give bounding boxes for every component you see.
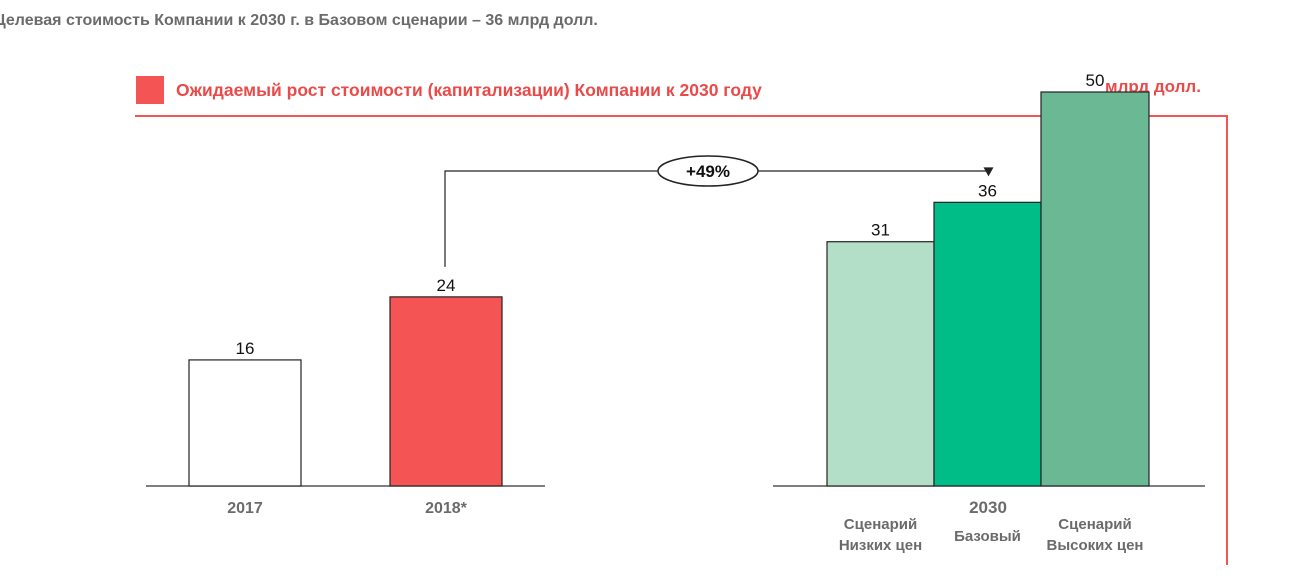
scenario-label-3-line-2: Высоких цен bbox=[1046, 537, 1143, 554]
bar-2-2 bbox=[933, 201, 1042, 487]
value-label-1-2: 24 bbox=[437, 276, 456, 295]
scenario-label-1-line-2: Низких цен bbox=[839, 537, 922, 554]
bar-1-2 bbox=[389, 296, 503, 487]
value-label-2-2: 36 bbox=[978, 181, 997, 200]
scenario-label-1-line-1: Сценарий bbox=[844, 516, 917, 533]
value-label-1-1: 16 bbox=[236, 339, 255, 358]
scenario-label-2-line-1: Базовый bbox=[954, 528, 1021, 545]
category-label-1: 2017 bbox=[227, 500, 263, 517]
frame-top-border bbox=[135, 115, 1228, 117]
growth-label: +49% bbox=[686, 162, 730, 181]
bar-2-1 bbox=[826, 241, 935, 487]
value-label-2-3: 50 bbox=[1086, 71, 1105, 90]
unit-label: млрд долл. bbox=[1105, 77, 1201, 96]
frame-right-border bbox=[1226, 115, 1228, 565]
page-heading: Целевая стоимость Компании к 2030 г. в Б… bbox=[0, 12, 598, 29]
section-title: Ожидаемый рост стоимости (капитализации)… bbox=[176, 80, 762, 100]
bar-2-3 bbox=[1040, 91, 1150, 487]
category-label-2: 2018* bbox=[425, 500, 468, 517]
growth-arrowhead bbox=[983, 167, 994, 177]
value-label-2-1: 31 bbox=[871, 221, 890, 240]
growth-badge bbox=[657, 155, 759, 187]
section-marker bbox=[136, 76, 164, 104]
bar-1-1 bbox=[188, 359, 302, 487]
group-label-2030: 2030 bbox=[969, 498, 1007, 517]
scenario-label-3-line-1: Сценарий bbox=[1058, 516, 1131, 533]
